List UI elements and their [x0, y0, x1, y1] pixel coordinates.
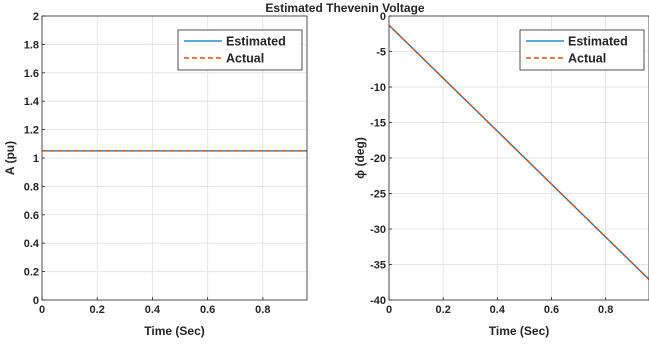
amplitude-x-tick-label: 0.4 [145, 304, 161, 316]
amplitude-legend-label-actual: Actual [226, 52, 264, 66]
amplitude-y-tick-label: 0.2 [24, 267, 39, 279]
amplitude-x-axis-label: Time (Sec) [144, 324, 204, 338]
phase-x-tick-label: 0.6 [544, 304, 559, 316]
phase-y-tick-label: -40 [370, 295, 386, 307]
amplitude-y-tick-label: 0.4 [24, 238, 40, 250]
amplitude-y-tick-label: 1 [33, 153, 39, 165]
phase-x-tick-label: 0 [386, 304, 392, 316]
amplitude-y-tick-label: 1.4 [24, 96, 40, 108]
amplitude-x-tick-label: 0.8 [255, 304, 270, 316]
phase-y-tick-label: -25 [370, 189, 386, 201]
phase-y-tick-label: -10 [370, 82, 386, 94]
phase-y-tick-label: -15 [370, 118, 386, 130]
amplitude-x-tick-label: 0.6 [200, 304, 215, 316]
phase-y-axis-label: ϕ (deg) [353, 137, 367, 179]
amplitude-legend: Estimated Actual [177, 29, 303, 71]
phase-series-actual-line [388, 24, 649, 280]
amplitude-legend-box [177, 29, 303, 71]
amplitude-y-tick-label: 1.8 [24, 39, 39, 51]
phase-y-tick-label: -30 [370, 224, 386, 236]
figure-title: Estimated Thevenin Voltage [265, 1, 424, 15]
phase-y-tick-label: -20 [370, 153, 386, 165]
amplitude-y-tick-label: 2 [33, 11, 39, 23]
amplitude-x-tick-label: 0 [39, 304, 45, 316]
amplitude-y-tick-label: 1.6 [24, 68, 39, 80]
phase-y-tick-label: -5 [376, 47, 386, 59]
phase-x-tick-label: 0.4 [490, 304, 506, 316]
amplitude-x-tick-label: 0.2 [90, 304, 105, 316]
phase-legend-box [519, 29, 645, 71]
amplitude-y-tick-label: 0.6 [24, 210, 39, 222]
phase-legend-label-estimated: Estimated [568, 35, 628, 49]
amplitude-y-axis-label: A (pu) [3, 141, 17, 175]
amplitude-y-tick-label: 0.8 [24, 181, 39, 193]
phase-x-tick-label: 0.8 [598, 304, 613, 316]
amplitude-legend-label-estimated: Estimated [226, 35, 286, 49]
phase-legend: Estimated Actual [519, 29, 645, 71]
phase-x-axis-label: Time (Sec) [489, 324, 549, 338]
phase-y-tick-label: 0 [380, 11, 386, 23]
phase-y-tick-label: -35 [370, 260, 386, 272]
phase-plot: 0 0.2 0.4 0.6 0.8 -40 -35 -30 -25 -20 -15 -10 -5 0 Tim… [353, 11, 649, 338]
phase-x-tick-label: 0.2 [436, 304, 451, 316]
amplitude-plot: 0 0.2 0.4 0.6 0.8 0 0.2 0.4 0.6 0.8 1 1.2 1.4 1.6 1.8 2… [3, 11, 308, 338]
amplitude-y-tick-label: 0 [33, 295, 39, 307]
phase-legend-label-actual: Actual [568, 52, 606, 66]
amplitude-y-tick-label: 1.2 [24, 125, 39, 137]
